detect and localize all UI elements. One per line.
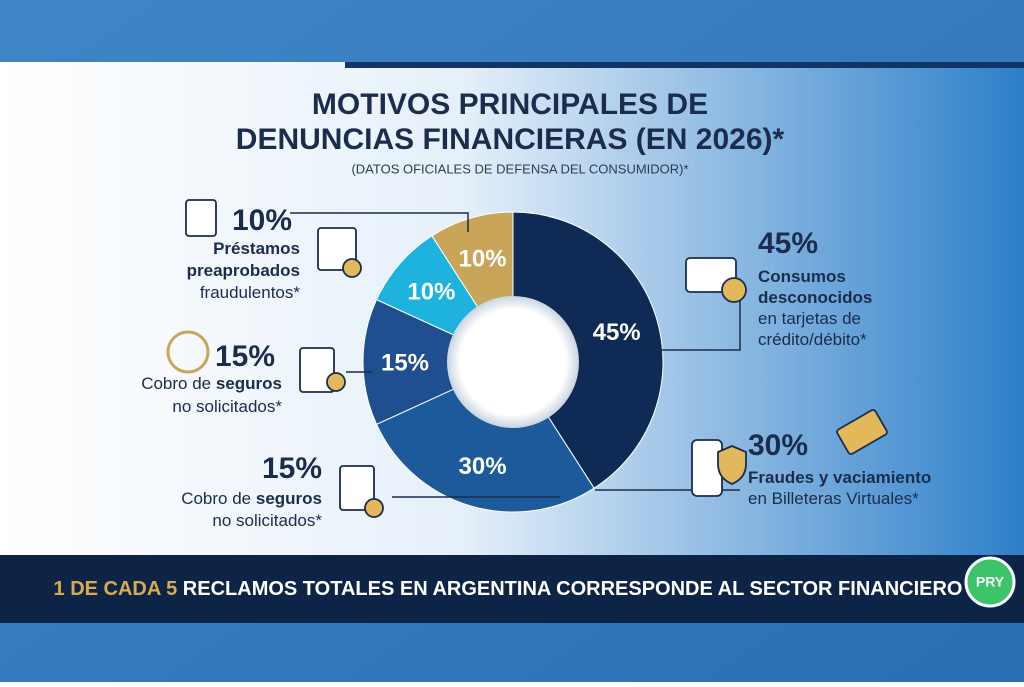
callout-line: Fraudes y vaciamiento [748,468,931,487]
title-line: DENUNCIAS FINANCIERAS (EN 2026)* [236,123,785,156]
question-badge [721,277,747,303]
callout-line: en Billeteras Virtuales* [748,489,919,508]
doc-icon [299,347,335,393]
callout-segment: Préstamos [213,239,300,258]
loan-icon [185,199,217,237]
callout-line: no solicitados* [172,397,282,416]
connectors [290,212,741,498]
callout-segment: Cobro de [141,374,216,393]
connector [652,300,741,351]
shield-icon [717,445,747,485]
callout-value: 10% [232,204,292,237]
callout-segment: preaprobados [187,261,300,280]
callout-line: preaprobados [187,261,300,280]
no-icon [166,330,210,374]
callout-segment: desconocidos [758,288,872,307]
banner-rest: RECLAMOS TOTALES EN ARGENTINA CORRESPOND… [177,578,962,600]
callout-segment: Cobro de [181,489,256,508]
top-strip [345,62,1024,68]
callout-line: desconocidos [758,288,872,307]
title: MOTIVOS PRINCIPALES DE DENUNCIAS FINANCI… [236,88,785,156]
donut-hole [447,296,579,428]
callout-segment: seguros [216,374,282,393]
callout-value: 30% [748,429,808,462]
callout-segment: en Billeteras Virtuales* [748,489,919,508]
callout-value: 15% [215,340,275,373]
callout-segment: no solicitados* [172,397,282,416]
callout-segment: Fraudes y vaciamiento [748,468,931,487]
callout-segment: no solicitados* [212,511,322,530]
banner [0,555,1024,623]
slice-label: 30% [459,453,507,480]
callout-value: 15% [262,452,322,485]
loan-icon [317,227,357,271]
callout-line: en tarjetas de [758,309,861,328]
money-icon [836,409,888,455]
callout-value: 45% [758,227,818,260]
banner-text: 1 DE CADA 5 RECLAMOS TOTALES EN ARGENTIN… [54,578,963,600]
callout-line: Cobro de seguros [181,489,322,508]
x-badge [342,258,362,278]
title-line: MOTIVOS PRINCIPALES DE [312,88,708,121]
slice-label: 15% [381,349,429,376]
callout-line: no solicitados* [212,511,322,530]
icons [166,199,888,518]
callout-segment: en tarjetas de [758,309,861,328]
callout-line: Préstamos [213,239,300,258]
callout-line: fraudulentos* [200,283,301,302]
callout-segment: seguros [256,489,322,508]
x-badge [326,372,346,392]
connector [290,212,469,232]
banner-highlight: 1 DE CADA 5 [54,578,178,600]
slice-label: 10% [407,279,455,306]
callout-segment: Consumos [758,267,846,286]
badge: PRY [976,574,1005,590]
slice-label: 45% [593,319,641,346]
callout-line: crédito/débito* [758,330,867,349]
x-badge [364,498,384,518]
callout-segment: fraudulentos* [200,283,301,302]
doc-icon [339,465,375,511]
callouts: 10% Préstamos preaprobados fraudulentos* 15%… [141,204,931,531]
callout-line: Cobro de seguros [141,374,282,393]
slice-label: 10% [459,246,507,273]
badge-circle [964,556,1016,608]
callout-segment: crédito/débito* [758,330,867,349]
subtitle: (DATOS OFICIALES DE DEFENSA DEL CONSUMID… [351,161,688,176]
callout-line: Consumos [758,267,846,286]
